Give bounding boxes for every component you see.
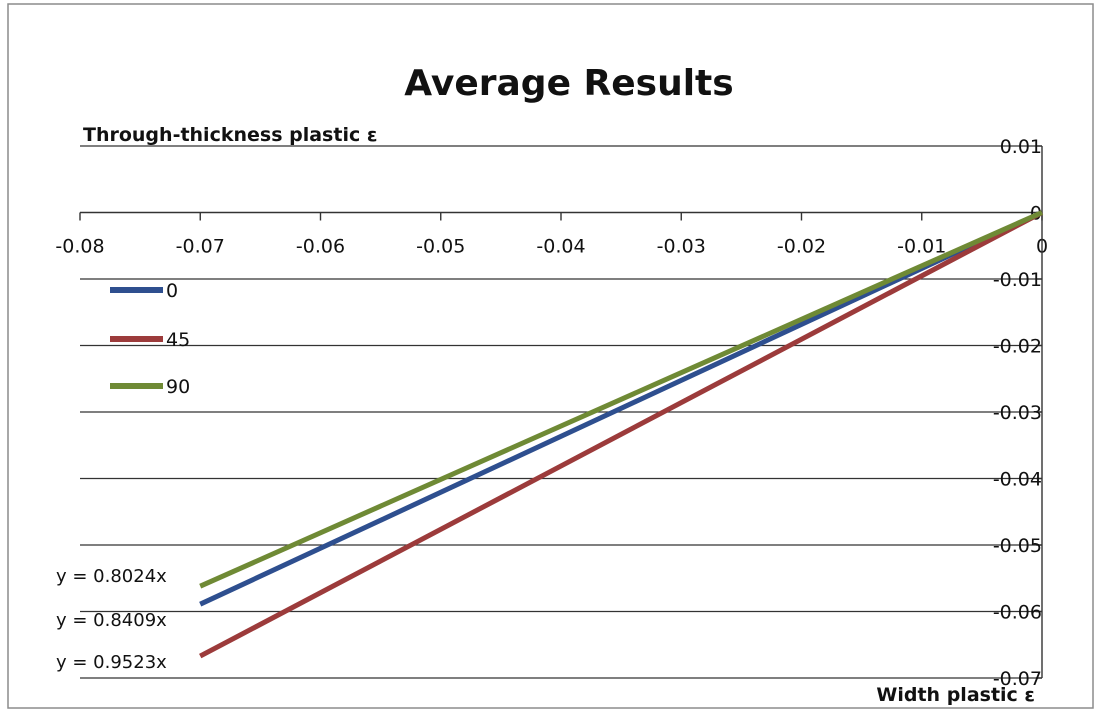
x-tick-label: -0.04 bbox=[536, 236, 585, 258]
y-tick-label: -0.07 bbox=[993, 668, 1042, 690]
trendline-equation: y = 0.9523x bbox=[56, 652, 167, 673]
y-tick-label: 0.01 bbox=[1000, 136, 1042, 158]
y-tick-label: -0.03 bbox=[993, 402, 1042, 424]
gridlines bbox=[80, 145, 1042, 679]
x-tick-label: -0.01 bbox=[897, 236, 946, 258]
legend: 0 45 90 bbox=[110, 280, 190, 398]
y-axis-label: Through-thickness plastic ε bbox=[83, 124, 377, 146]
series-line bbox=[199, 210, 1044, 607]
legend-label: 45 bbox=[166, 329, 190, 351]
legend-label: 90 bbox=[166, 376, 190, 398]
x-axis-label: Width plastic ε bbox=[876, 684, 1035, 706]
y-tick-label: -0.06 bbox=[993, 602, 1042, 624]
trendline-equation: y = 0.8024x bbox=[56, 566, 167, 587]
y-tick-label: -0.01 bbox=[993, 269, 1042, 291]
x-tick-label: -0.07 bbox=[176, 236, 225, 258]
series-line bbox=[199, 210, 1044, 589]
y-tick-label: -0.02 bbox=[993, 336, 1042, 358]
y-tick-label: -0.04 bbox=[993, 469, 1042, 491]
x-tick-label: -0.02 bbox=[777, 236, 826, 258]
trendline-equations: y = 0.8024x y = 0.8409x y = 0.9523x bbox=[56, 566, 167, 673]
y-axis: 0.010-0.01-0.02-0.03-0.04-0.05-0.06-0.07 bbox=[993, 136, 1043, 690]
y-tick-label: -0.05 bbox=[993, 535, 1042, 557]
series-line bbox=[199, 210, 1044, 659]
x-tick-label: -0.06 bbox=[296, 236, 345, 258]
x-tick-label: -0.05 bbox=[416, 236, 465, 258]
chart-title: Average Results bbox=[404, 63, 733, 104]
x-tick-label: -0.08 bbox=[55, 236, 104, 258]
x-axis: -0.08 -0.07 -0.06 -0.05 -0.04 -0.03 -0.02 -0.01… bbox=[55, 211, 1048, 258]
trendline-equation: y = 0.8409x bbox=[56, 610, 167, 631]
legend-label: 0 bbox=[166, 280, 178, 302]
series-lines bbox=[199, 210, 1044, 659]
x-tick-label: -0.03 bbox=[657, 236, 706, 258]
chart-frame bbox=[7, 3, 1094, 709]
